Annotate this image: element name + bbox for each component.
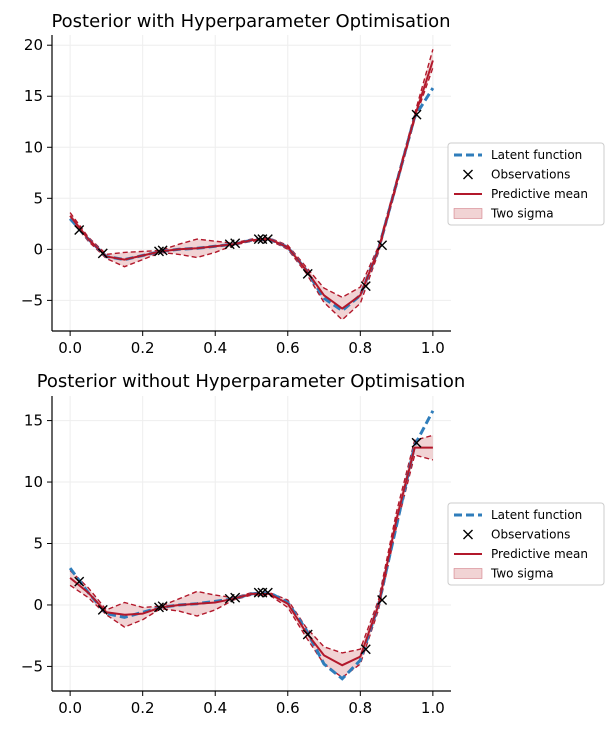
legend-swatch-observation (463, 529, 473, 540)
observation-marker (302, 268, 313, 279)
x-tick-label: 0.8 (348, 699, 372, 717)
observation-marker (97, 248, 108, 259)
x-tick-label: 0.2 (131, 699, 155, 717)
legend-label: Observations (491, 168, 570, 182)
y-tick-label: 5 (33, 189, 43, 207)
observation-marker (253, 587, 264, 598)
observation-marker (411, 109, 422, 120)
y-tick-label: 20 (24, 36, 43, 54)
legend-label: Observations (491, 528, 570, 542)
y-tick-label: 5 (33, 535, 43, 553)
legend-item-band: Two sigma (453, 567, 554, 581)
legend-frame (447, 142, 605, 226)
observation-marker (377, 595, 388, 606)
two-sigma-band (70, 435, 433, 678)
legend-label: Two sigma (490, 567, 554, 581)
observation-marker (157, 245, 168, 256)
observation-marker (230, 592, 241, 603)
legend-item-obs: Observations (463, 528, 570, 542)
observation-marker (262, 234, 273, 245)
legend-label: Latent function (491, 148, 582, 162)
legend-frame (447, 502, 605, 586)
legend-item-latent: Latent function (454, 508, 582, 522)
predictive-mean-line (69, 446, 433, 667)
y-tick-label: 10 (24, 473, 43, 491)
legend-label: Two sigma (490, 207, 554, 221)
two-sigma-lower-line (69, 454, 434, 679)
observation-marker (302, 629, 313, 640)
observation-marker (154, 246, 164, 257)
chart-title: Posterior with Hyperparameter Optimisati… (51, 11, 450, 32)
x-tick-label: 0.8 (348, 339, 372, 357)
legend: Latent function Observations Predictive me… (447, 142, 605, 226)
x-tick-label: 0.0 (58, 339, 82, 357)
legend-label: Latent function (491, 508, 582, 522)
legend-label: Predictive mean (491, 187, 588, 201)
chart-title: Posterior without Hyperparameter Optimis… (37, 371, 466, 392)
y-tick-label: 10 (24, 138, 43, 156)
two-sigma-band (70, 49, 433, 320)
x-tick-label: 0.4 (203, 339, 227, 357)
legend-swatch-observation (463, 169, 473, 180)
legend-item-band: Two sigma (453, 207, 554, 221)
y-tick-label: 0 (33, 596, 43, 614)
observation-marker (154, 602, 164, 613)
observation-marker (157, 601, 168, 612)
predictive-mean-line (69, 60, 434, 310)
chart-without-optimisation: Posterior without Hyperparameter Optimis… (21, 371, 605, 717)
x-tick-label: 0.6 (276, 339, 300, 357)
observation-marker (411, 437, 422, 448)
legend-swatch-band (453, 208, 483, 219)
x-tick-label: 1.0 (421, 339, 445, 357)
observation-marker (360, 281, 371, 292)
observation-marker (262, 587, 273, 598)
legend-item-latent: Latent function (454, 148, 582, 162)
x-tick-label: 0.0 (58, 699, 82, 717)
y-tick-label: 15 (24, 87, 43, 105)
observation-marker (360, 644, 371, 655)
observation-marker (74, 224, 85, 235)
legend-item-obs: Observations (463, 168, 570, 182)
chart-with-optimisation: Posterior with Hyperparameter Optimisati… (21, 11, 605, 357)
latent-function-line (68, 410, 435, 681)
legend: Latent function Observations Predictive me… (447, 502, 605, 586)
observation-marker (74, 576, 85, 587)
observation-marker (230, 238, 241, 249)
y-tick-label: 0 (33, 240, 43, 258)
x-tick-label: 0.6 (276, 699, 300, 717)
two-sigma-lower-line (69, 67, 434, 321)
legend-swatch-band (453, 568, 483, 579)
x-tick-label: 0.4 (203, 699, 227, 717)
observation-marker (97, 604, 108, 615)
y-tick-label: −5 (21, 657, 43, 675)
x-tick-label: 0.2 (131, 339, 155, 357)
latent-function-line (68, 87, 435, 313)
y-tick-label: 15 (24, 412, 43, 430)
observation-marker (253, 234, 264, 245)
legend-item-mean: Predictive mean (454, 547, 588, 561)
x-tick-label: 1.0 (421, 699, 445, 717)
y-tick-label: −5 (21, 291, 43, 309)
observation-marker (377, 240, 388, 251)
legend-item-mean: Predictive mean (454, 187, 588, 201)
legend-label: Predictive mean (491, 547, 588, 561)
